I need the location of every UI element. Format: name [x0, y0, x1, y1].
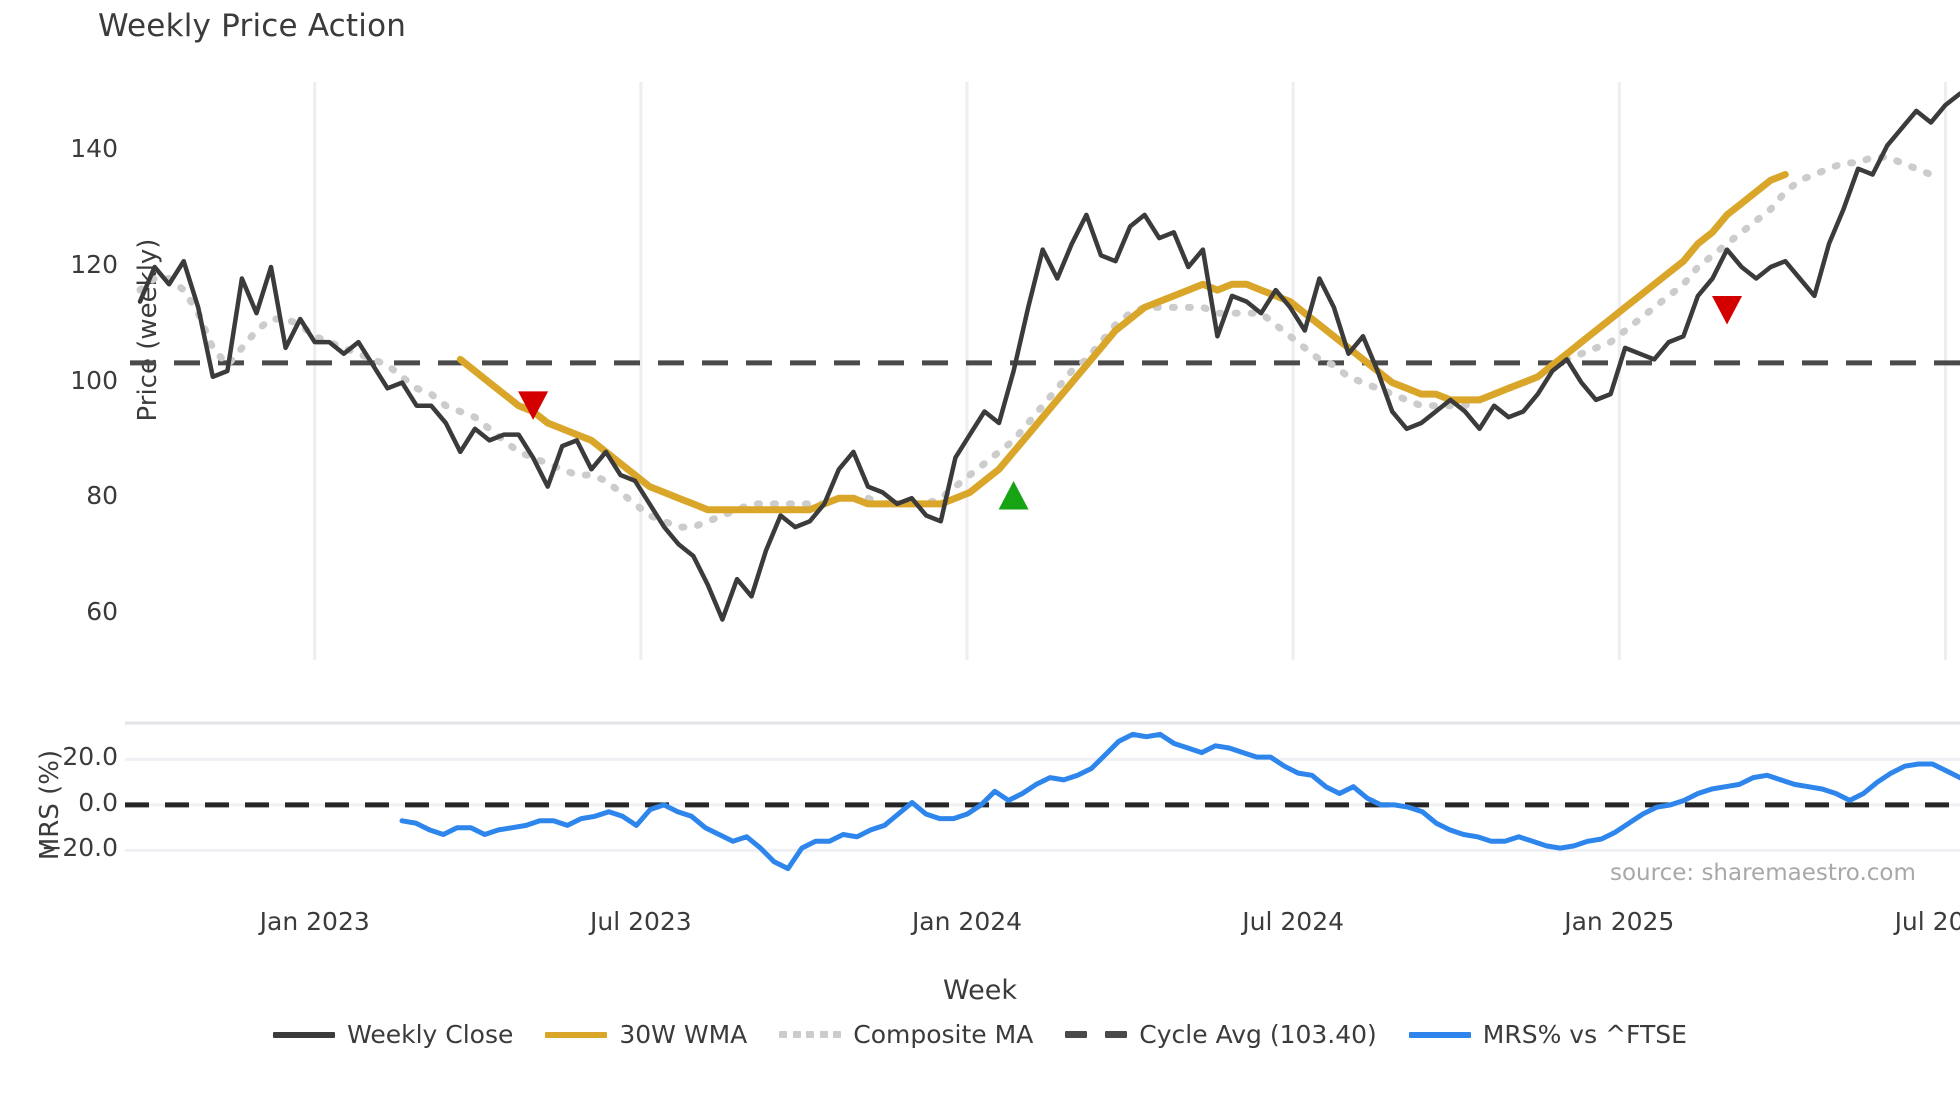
- price-y-tick: 80: [86, 481, 118, 511]
- mrs-y-tick: −20.0: [41, 833, 118, 863]
- legend-swatch: [1408, 1031, 1471, 1038]
- legend-label: MRS% vs ^FTSE: [1482, 1020, 1687, 1049]
- price-y-tick: 60: [86, 596, 118, 626]
- x-tick: Jan 2024: [911, 907, 1023, 936]
- legend-cycle-avg[interactable]: Cycle Avg (103.40): [1065, 1020, 1377, 1049]
- legend-composite-ma[interactable]: Composite MA: [779, 1020, 1033, 1049]
- price-y-tick: 100: [70, 365, 118, 395]
- legend-swatch: [779, 1031, 842, 1038]
- chart-legend: Weekly Close 30W WMA Composite MA Cycle Avg…: [0, 1020, 1960, 1049]
- legend-label: Weekly Close: [347, 1020, 514, 1049]
- page-title: Weekly Price Action: [98, 8, 407, 44]
- buy-marker-triangle-up: [998, 481, 1029, 510]
- x-axis-label: Week: [943, 975, 1017, 1006]
- price-y-tick: 120: [70, 249, 118, 279]
- x-tick: Jan 2025: [1564, 907, 1675, 936]
- mrs-y-tick: 20.0: [62, 742, 118, 772]
- legend-label: 30W WMA: [619, 1020, 748, 1049]
- mrs-y-tick: 0.0: [78, 787, 118, 817]
- source-attribution: source: sharemaestro.com: [1610, 860, 1916, 886]
- x-tick: Jul 2024: [1242, 907, 1344, 936]
- legend-label: Cycle Avg (103.40): [1139, 1020, 1377, 1049]
- legend-swatch: [545, 1031, 608, 1038]
- legend-swatch: [273, 1031, 336, 1038]
- x-tick: Jul 2023: [589, 907, 692, 936]
- weekly-close-line: [137, 91, 1960, 622]
- sell-marker-triangle-down: [518, 391, 549, 420]
- legend-swatch: [1065, 1031, 1128, 1038]
- mrs-line: [399, 731, 1960, 872]
- legend-weekly-close[interactable]: Weekly Close: [273, 1020, 513, 1049]
- composite-ma-line: [136, 153, 1935, 531]
- wma-line: [456, 171, 1789, 514]
- sell-marker-triangle-down: [1712, 296, 1743, 325]
- legend-mrs[interactable]: MRS% vs ^FTSE: [1408, 1020, 1687, 1049]
- legend-label: Composite MA: [853, 1020, 1034, 1049]
- price-y-tick: 140: [70, 134, 118, 164]
- legend-30w-wma[interactable]: 30W WMA: [545, 1020, 747, 1049]
- x-tick: Jan 2023: [259, 907, 370, 936]
- x-tick: Jul 2025: [1894, 907, 1960, 936]
